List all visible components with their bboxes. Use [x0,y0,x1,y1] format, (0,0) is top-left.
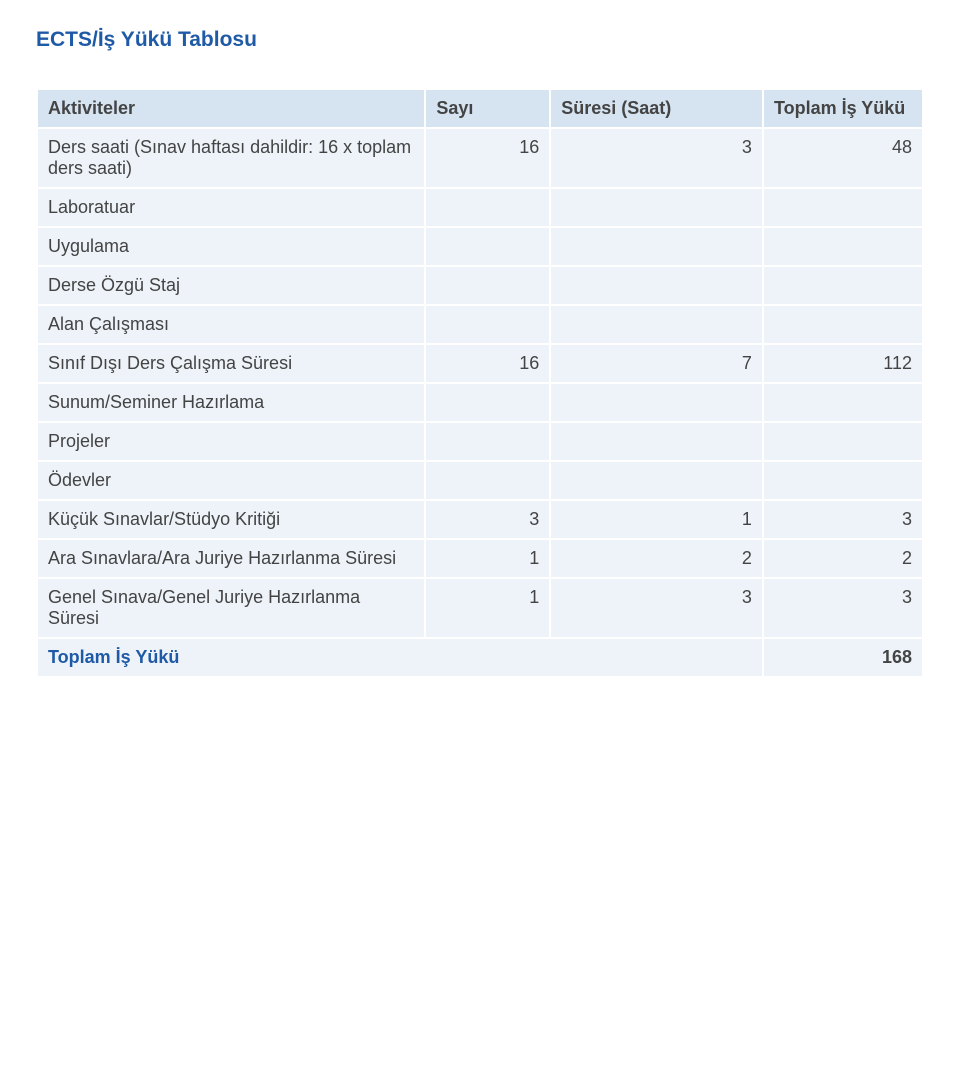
cell-count [426,306,549,343]
cell-count: 16 [426,345,549,382]
cell-duration [551,189,762,226]
cell-duration [551,228,762,265]
cell-duration [551,384,762,421]
cell-count: 1 [426,540,549,577]
cell-activity-label: Sunum/Seminer Hazırlama [38,384,424,421]
cell-total [764,423,922,460]
cell-duration: 3 [551,579,762,637]
cell-activity-label: Derse Özgü Staj [38,267,424,304]
cell-count [426,462,549,499]
cell-activity-label: Küçük Sınavlar/Stüdyo Kritiği [38,501,424,538]
cell-total [764,384,922,421]
cell-activity-label: Genel Sınava/Genel Juriye Hazırlanma Sür… [38,579,424,637]
cell-count [426,423,549,460]
cell-count: 1 [426,579,549,637]
cell-count: 3 [426,501,549,538]
cell-total [764,267,922,304]
cell-total [764,306,922,343]
cell-duration [551,462,762,499]
table-row: Derse Özgü Staj [38,267,922,304]
cell-total-label: Toplam İş Yükü [38,639,762,676]
cell-total [764,462,922,499]
cell-duration [551,423,762,460]
cell-total [764,189,922,226]
table-body: Ders saati (Sınav haftası dahildir: 16 x… [38,129,922,676]
table-total-row: Toplam İş Yükü168 [38,639,922,676]
cell-activity-label: Sınıf Dışı Ders Çalışma Süresi [38,345,424,382]
table-row: Ders saati (Sınav haftası dahildir: 16 x… [38,129,922,187]
cell-count: 16 [426,129,549,187]
cell-count [426,228,549,265]
cell-duration: 1 [551,501,762,538]
cell-total: 3 [764,501,922,538]
cell-duration [551,267,762,304]
cell-activity-label: Ara Sınavlara/Ara Juriye Hazırlanma Süre… [38,540,424,577]
cell-activity-label: Ödevler [38,462,424,499]
table-row: Uygulama [38,228,922,265]
cell-total-value: 168 [764,639,922,676]
cell-total: 112 [764,345,922,382]
cell-duration: 2 [551,540,762,577]
cell-activity-label: Laboratuar [38,189,424,226]
cell-duration: 3 [551,129,762,187]
workload-table: Aktiviteler Sayı Süresi (Saat) Toplam İş… [36,88,924,678]
table-row: Sunum/Seminer Hazırlama [38,384,922,421]
col-header-total: Toplam İş Yükü [764,90,922,127]
cell-activity-label: Alan Çalışması [38,306,424,343]
table-row: Genel Sınava/Genel Juriye Hazırlanma Sür… [38,579,922,637]
page-container: ECTS/İş Yükü Tablosu Aktiviteler Sayı Sü… [0,0,960,1087]
cell-duration [551,306,762,343]
table-header-row: Aktiviteler Sayı Süresi (Saat) Toplam İş… [38,90,922,127]
cell-total [764,228,922,265]
col-header-activities: Aktiviteler [38,90,424,127]
cell-activity-label: Uygulama [38,228,424,265]
cell-total: 48 [764,129,922,187]
cell-activity-label: Projeler [38,423,424,460]
col-header-count: Sayı [426,90,549,127]
table-row: Sınıf Dışı Ders Çalışma Süresi167112 [38,345,922,382]
table-row: Küçük Sınavlar/Stüdyo Kritiği313 [38,501,922,538]
table-row: Ödevler [38,462,922,499]
cell-duration: 7 [551,345,762,382]
page-title: ECTS/İş Yükü Tablosu [36,28,924,52]
table-row: Projeler [38,423,922,460]
table-row: Alan Çalışması [38,306,922,343]
cell-total: 2 [764,540,922,577]
cell-count [426,189,549,226]
table-row: Ara Sınavlara/Ara Juriye Hazırlanma Süre… [38,540,922,577]
table-row: Laboratuar [38,189,922,226]
cell-activity-label: Ders saati (Sınav haftası dahildir: 16 x… [38,129,424,187]
col-header-duration: Süresi (Saat) [551,90,762,127]
cell-count [426,267,549,304]
cell-count [426,384,549,421]
cell-total: 3 [764,579,922,637]
